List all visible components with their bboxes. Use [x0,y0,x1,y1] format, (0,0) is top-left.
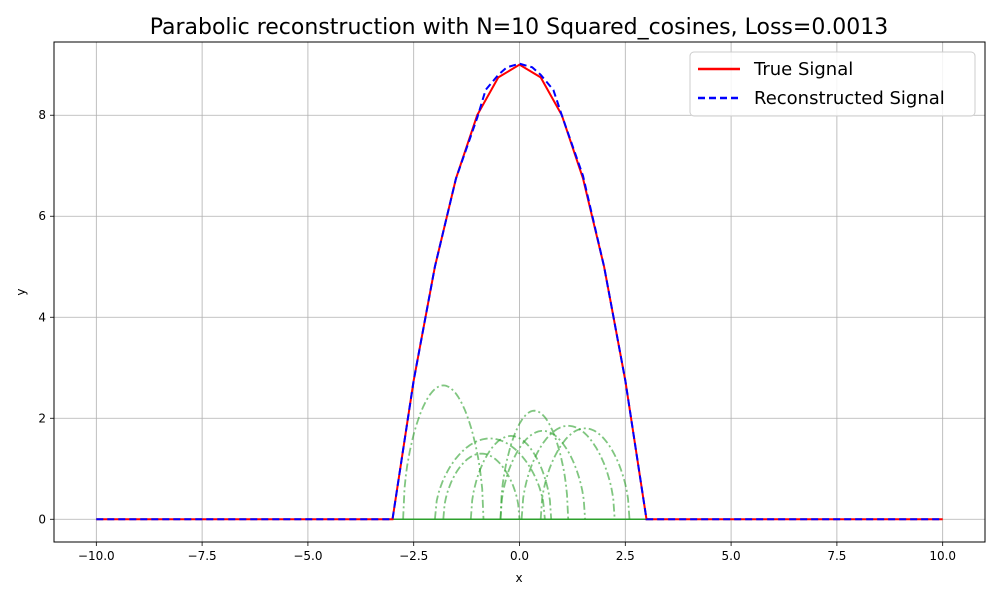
x-tick-label: −5.0 [293,549,322,563]
x-tick-label: −2.5 [399,549,428,563]
basis-function-curve [442,452,521,520]
chart-title: Parabolic reconstruction with N=10 Squar… [150,15,889,40]
legend: True Signal Reconstructed Signal [689,51,976,117]
y-axis-label: y [14,288,28,295]
ticks: −10.0 −7.5 −5.0 −2.5 0.0 2.5 5.0 7.5 10.0 0 2 4 6 8 [38,108,956,563]
basis-function-curve [434,437,546,520]
basis-function-curve [499,409,570,520]
basis-function-curve [469,434,553,520]
basis-function-curve [499,429,586,520]
x-tick-label: 0.0 [510,549,529,563]
legend-box [689,51,976,117]
y-tick-label: 6 [38,209,46,223]
x-tick-label: 2.5 [616,549,635,563]
basis-function-curve [520,424,616,520]
reconstructed-signal-line [96,62,943,521]
x-axis-label: x [515,571,522,585]
x-tick-label: 10.0 [929,549,956,563]
y-tick-label: 8 [38,108,46,122]
x-tick-label: −10.0 [78,549,115,563]
basis-function-curve [539,427,631,520]
legend-label-true-signal: True Signal [753,59,853,80]
x-tick-label: 7.5 [827,549,846,563]
basis-function-curve [402,384,485,520]
x-tick-label: 5.0 [722,549,741,563]
x-tick-label: −7.5 [188,549,217,563]
y-tick-label: 4 [38,310,46,324]
y-tick-label: 2 [38,411,46,425]
y-tick-label: 0 [38,512,46,526]
legend-label-reconstructed-signal: Reconstructed Signal [754,88,945,109]
plot-area [96,62,943,521]
